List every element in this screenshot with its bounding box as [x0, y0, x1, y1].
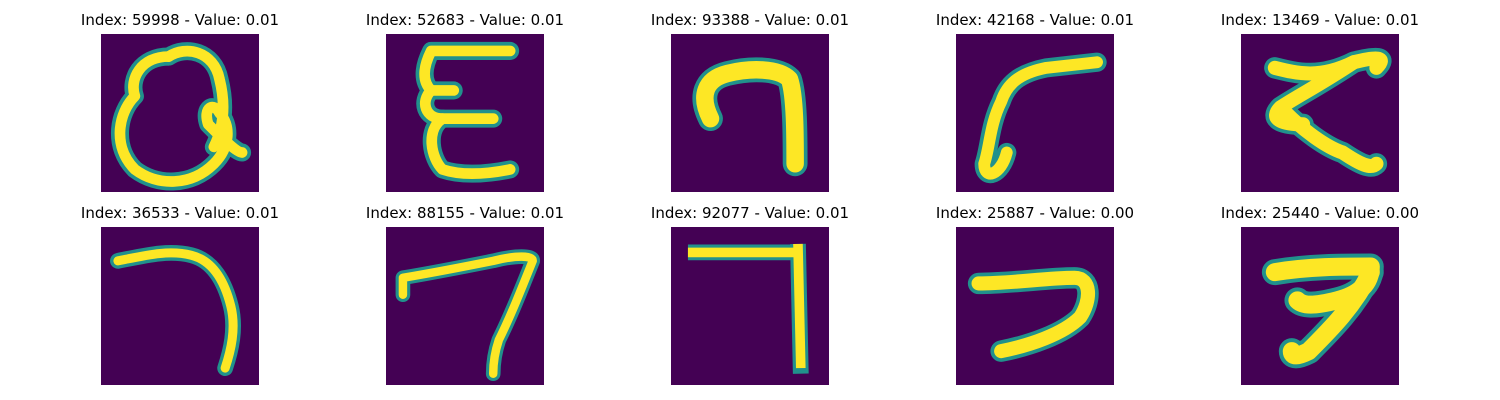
handwritten-glyph-image [386, 227, 544, 385]
image-panel: Index: 59998 - Value: 0.01 [50, 10, 310, 192]
panel-title: Index: 25887 - Value: 0.00 [935, 204, 1135, 222]
handwritten-glyph-image [671, 227, 829, 385]
panel-title: Index: 36533 - Value: 0.01 [80, 204, 280, 222]
handwritten-glyph-image [101, 34, 259, 192]
image-panel: Index: 36533 - Value: 0.01 [50, 203, 310, 385]
panel-title: Index: 13469 - Value: 0.01 [1220, 11, 1420, 29]
panel-title: Index: 92077 - Value: 0.01 [650, 204, 850, 222]
handwritten-glyph-image [1241, 227, 1399, 385]
panel-title: Index: 25440 - Value: 0.00 [1220, 204, 1420, 222]
handwritten-glyph-image [101, 227, 259, 385]
handwritten-glyph-image [956, 227, 1114, 385]
image-panel: Index: 42168 - Value: 0.01 [905, 10, 1165, 192]
panel-title: Index: 42168 - Value: 0.01 [935, 11, 1135, 29]
image-panel: Index: 52683 - Value: 0.01 [335, 10, 595, 192]
image-panel: Index: 13469 - Value: 0.01 [1190, 10, 1450, 192]
image-panel: Index: 25887 - Value: 0.00 [905, 203, 1165, 385]
image-panel: Index: 92077 - Value: 0.01 [620, 203, 880, 385]
handwritten-glyph-image [386, 34, 544, 192]
panel-title: Index: 59998 - Value: 0.01 [80, 11, 280, 29]
handwritten-glyph-image [1241, 34, 1399, 192]
handwritten-glyph-image [956, 34, 1114, 192]
panel-title: Index: 93388 - Value: 0.01 [650, 11, 850, 29]
image-panel: Index: 25440 - Value: 0.00 [1190, 203, 1450, 385]
panel-title: Index: 88155 - Value: 0.01 [365, 204, 565, 222]
image-panel: Index: 88155 - Value: 0.01 [335, 203, 595, 385]
image-panel: Index: 93388 - Value: 0.01 [620, 10, 880, 192]
panel-title: Index: 52683 - Value: 0.01 [365, 11, 565, 29]
handwritten-glyph-image [671, 34, 829, 192]
